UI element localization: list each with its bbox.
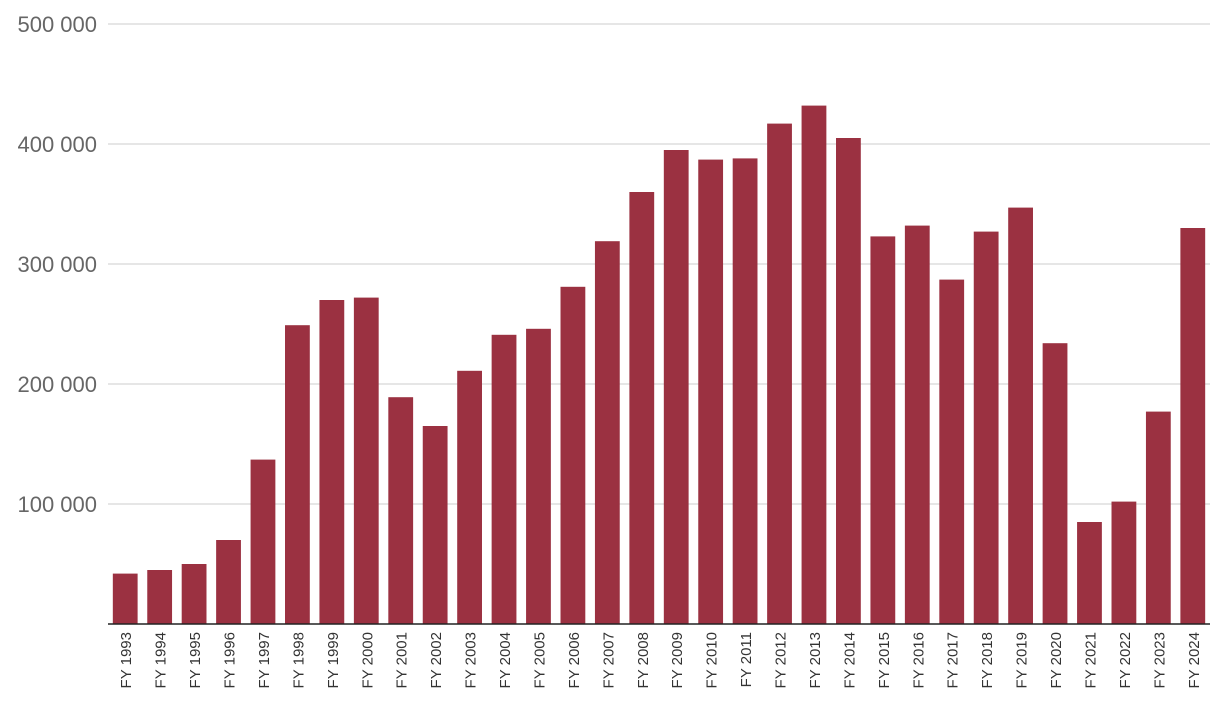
bar-fy-2012 [767,123,792,624]
bar-fy-2003 [457,370,482,624]
x-tick-label: FY 2018 [979,632,996,688]
bar-fy-2020 [1042,343,1068,624]
bar-fy-1993 [112,573,138,624]
bar-fy-2001 [388,397,414,624]
bars [112,105,1206,625]
x-tick-label: FY 1996 [222,632,239,688]
bar-fy-2015 [870,236,896,624]
bar-fy-2021 [1077,522,1102,624]
x-tick-label: FY 2009 [669,632,686,688]
x-tick-label: FY 2015 [876,632,893,688]
y-tick-label: 100 000 [17,492,97,517]
x-tick-label: FY 2004 [497,632,514,688]
bar-fy-1995 [181,564,207,624]
bar-fy-2022 [1111,501,1137,624]
bar-fy-2018 [973,231,999,624]
bar-fy-1997 [250,459,276,624]
x-tick-label: FY 2008 [635,632,652,688]
bar-fy-2016 [904,225,930,624]
bar-fy-2000 [353,297,379,624]
bar-fy-1998 [285,325,310,624]
y-tick-label: 200 000 [17,372,97,397]
bar-fy-2014 [836,138,861,624]
x-tick-label: FY 2024 [1186,632,1203,688]
x-tick-label: FY 1993 [118,632,135,688]
x-tick-label: FY 2014 [841,632,858,688]
y-tick-label: 300 000 [17,252,97,277]
x-tick-label: FY 2007 [600,632,617,688]
x-tick-label: FY 2011 [738,632,755,687]
x-tick-label: FY 2020 [1048,632,1065,688]
bar-fy-1994 [147,570,173,624]
x-tick-label: FY 2016 [910,632,927,688]
bar-fy-1999 [319,300,345,624]
bar-fy-2005 [526,328,551,624]
y-axis-ticks: 100 000 200 000 300 000 400 000 500 000 [17,12,97,517]
bar-fy-2017 [939,279,965,624]
x-tick-label: FY 2003 [463,632,480,688]
x-tick-label: FY 2006 [566,632,583,688]
x-tick-label: FY 2013 [807,632,824,688]
bar-fy-2019 [1008,207,1033,624]
bar-fy-2013 [801,105,827,625]
x-tick-label: FY 2001 [394,632,411,688]
y-tick-label: 500 000 [17,12,97,37]
x-tick-label: FY 2000 [359,632,376,688]
x-tick-label: FY 2005 [531,632,548,688]
bar-fy-2002 [422,426,448,624]
bar-fy-2011 [732,158,758,624]
bar-fy-2010 [698,159,724,624]
x-axis-ticks: FY 1993 FY 1994 FY 1995 FY 1996 FY 1997 FY 19… [118,632,1203,688]
x-tick-label: FY 1998 [290,632,307,688]
x-tick-label: FY 2002 [428,632,445,688]
x-tick-label: FY 2019 [1014,632,1031,688]
x-tick-label: FY 1997 [256,632,273,688]
y-tick-label: 400 000 [17,132,97,157]
x-tick-label: FY 2017 [945,632,962,688]
bar-fy-1996 [216,540,241,624]
bar-fy-2023 [1145,411,1171,624]
bar-fy-2009 [663,150,689,624]
x-tick-label: FY 2010 [704,632,721,688]
x-tick-label: FY 1999 [325,632,342,688]
x-tick-label: FY 2012 [773,632,790,688]
x-tick-label: FY 1994 [153,632,170,688]
bar-fy-2004 [491,334,517,624]
x-tick-label: FY 2022 [1117,632,1134,688]
bar-fy-2008 [629,192,655,624]
bar-fy-2024 [1180,228,1206,624]
x-tick-label: FY 2021 [1082,632,1099,688]
bar-fy-2007 [594,241,620,624]
bar-fy-2006 [560,286,586,624]
x-tick-label: FY 1995 [187,632,204,688]
x-tick-label: FY 2023 [1151,632,1168,688]
